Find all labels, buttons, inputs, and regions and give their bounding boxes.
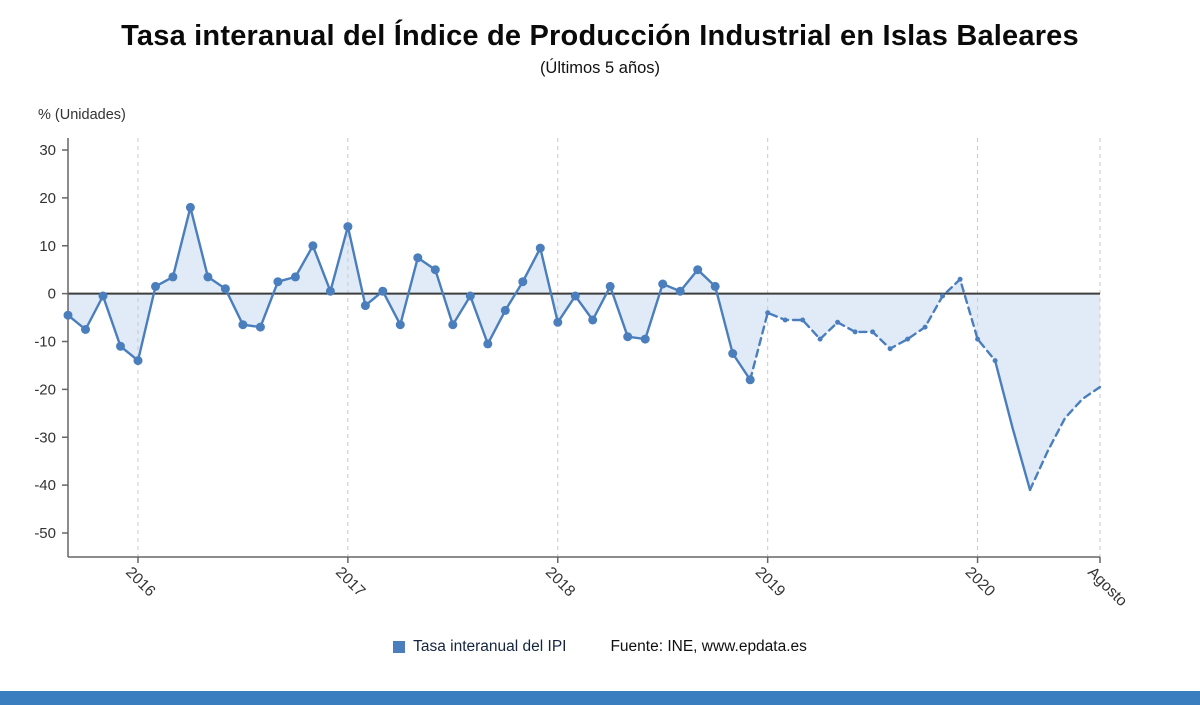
svg-text:-20: -20: [34, 381, 56, 398]
page-title: Tasa interanual del Índice de Producción…: [121, 20, 1079, 52]
svg-text:-30: -30: [34, 429, 56, 446]
bottom-accent-bar: [0, 691, 1200, 705]
legend: Tasa interanual del IPI Fuente: INE, www…: [0, 638, 1200, 656]
svg-text:-50: -50: [34, 525, 56, 542]
line-chart: 30 20 10 0 -10 -20 -30 -40 -50 2016 2017 2018 2019 20…: [34, 138, 1130, 610]
svg-text:2020: 2020: [962, 564, 999, 601]
svg-text:-40: -40: [34, 477, 56, 494]
svg-text:Agosto: Agosto: [1084, 564, 1130, 610]
svg-text:2018: 2018: [542, 564, 578, 600]
svg-text:20: 20: [39, 190, 56, 207]
svg-text:2016: 2016: [122, 564, 158, 600]
legend-series-label: Tasa interanual del IPI: [413, 638, 567, 655]
svg-text:2019: 2019: [752, 564, 788, 600]
source-label: Fuente: INE, www.epdata.es: [610, 638, 807, 655]
legend-swatch-icon: [393, 641, 406, 653]
chart-subtitle: (Últimos 5 años): [539, 59, 661, 77]
y-axis-unit-label: % (Unidades): [38, 107, 126, 123]
svg-text:-10: -10: [34, 334, 56, 351]
svg-text:30: 30: [39, 142, 56, 159]
svg-text:2017: 2017: [332, 564, 368, 600]
svg-text:0: 0: [48, 286, 56, 303]
svg-text:10: 10: [39, 238, 56, 255]
